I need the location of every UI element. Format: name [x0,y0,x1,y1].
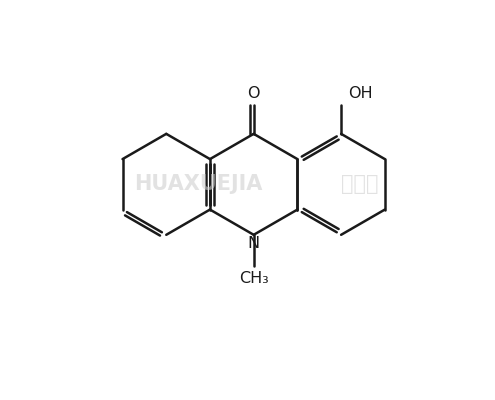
Text: OH: OH [347,86,372,101]
Text: O: O [248,86,260,101]
Text: N: N [248,236,260,251]
Text: HUAXUEJIA: HUAXUEJIA [134,174,262,194]
Text: 化学加: 化学加 [341,174,379,194]
Text: CH₃: CH₃ [239,271,269,286]
